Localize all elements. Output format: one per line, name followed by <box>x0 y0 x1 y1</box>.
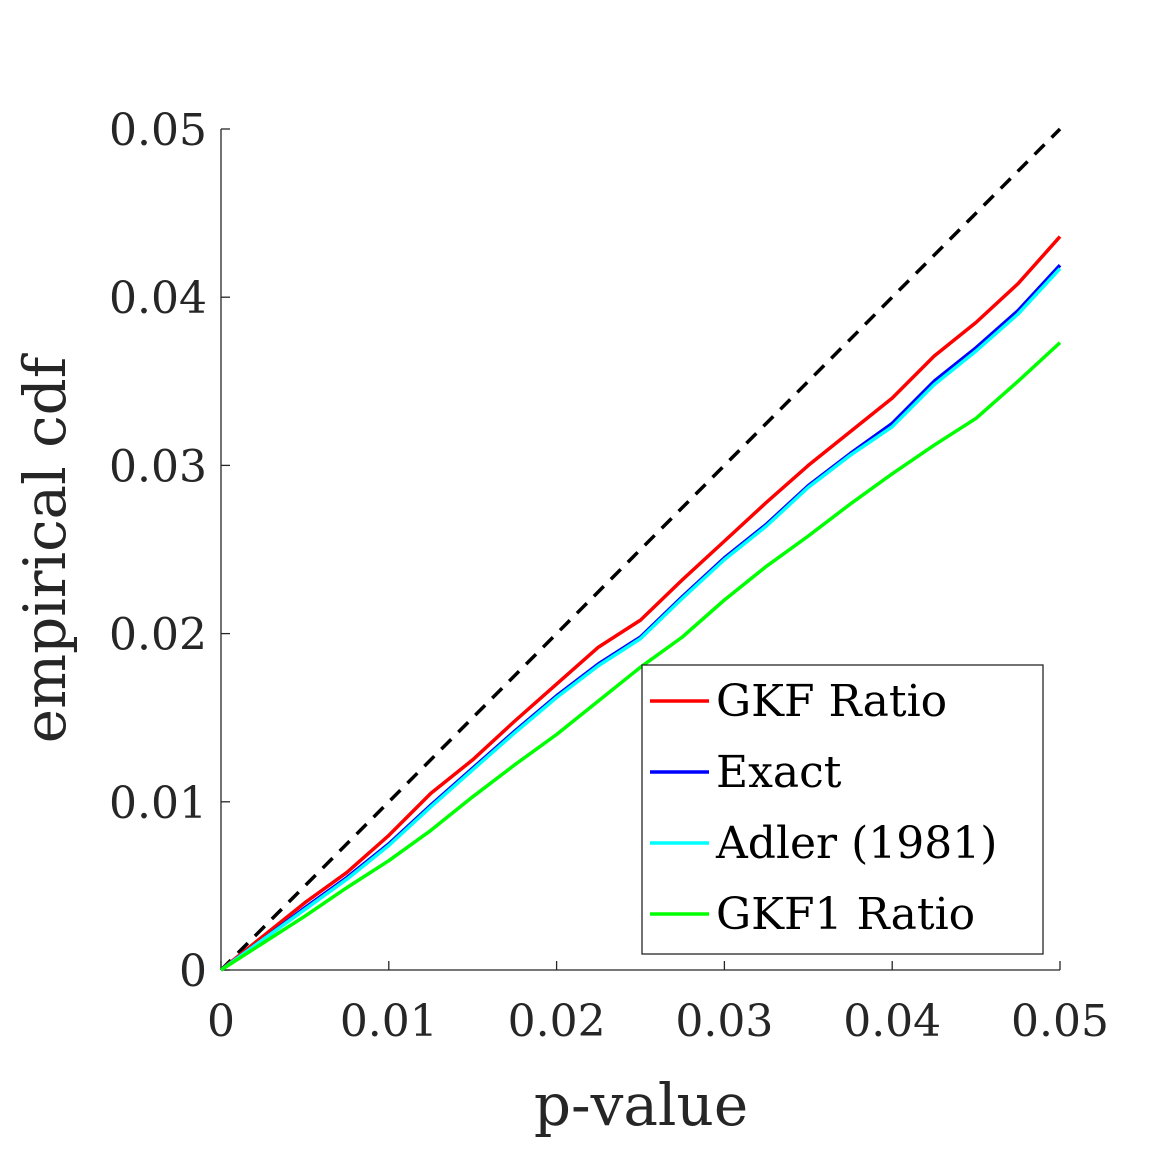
y-tick-label: 0.05 <box>109 105 207 156</box>
x-tick-label: 0.01 <box>340 996 438 1047</box>
legend-label: Exact <box>716 747 842 798</box>
series-line-gkf-ratio <box>219 235 1062 972</box>
reference-line-group <box>219 127 1062 972</box>
y-tick-label: 0.02 <box>109 610 207 661</box>
reference-line <box>219 127 1062 972</box>
y-tick-label: 0 <box>179 946 207 997</box>
legend-box <box>641 664 1044 955</box>
y-tick-label: 0.04 <box>109 273 207 324</box>
series-line-adler-1981 <box>219 267 1062 972</box>
y-tick-label: 0.01 <box>109 778 207 829</box>
series-line-gkf1-ratio <box>220 341 1062 972</box>
y-axis-label: empirical cdf <box>11 353 79 743</box>
x-tick-label: 0 <box>207 996 235 1047</box>
x-tick-label: 0.04 <box>843 996 941 1047</box>
series-lines <box>219 235 1062 972</box>
x-tick-label: 0.03 <box>675 996 773 1047</box>
y-tick-label: 0.03 <box>109 441 207 492</box>
axes <box>220 128 1061 971</box>
x-axis-label: p-value <box>534 1071 748 1139</box>
legend-label: GKF Ratio <box>716 676 947 727</box>
legend-label: GKF1 Ratio <box>716 889 975 940</box>
legend-label: Adler (1981) <box>715 818 997 869</box>
legend: GKF Ratio Exact Adler (1981) GKF1 Ratio <box>641 664 1044 955</box>
x-tick-label: 0.05 <box>1011 996 1109 1047</box>
tick-labels: 0 0.01 0.02 0.03 0.04 0.05 0 0.01 0.02 0.03 0.04 0.… <box>109 105 1109 1047</box>
x-tick-label: 0.02 <box>508 996 606 1047</box>
